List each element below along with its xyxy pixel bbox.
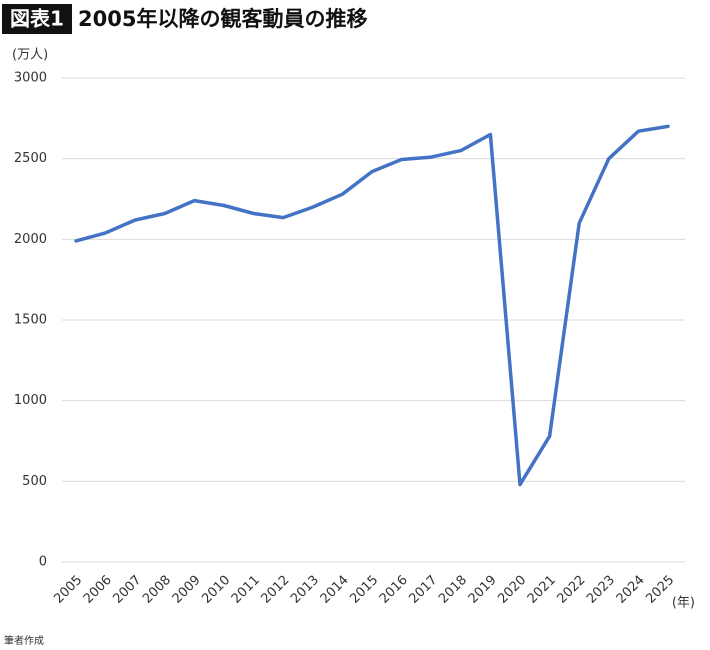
x-tick-label: 2021	[525, 573, 559, 607]
y-tick-label: 3000	[14, 71, 47, 86]
y-tick-label: 500	[22, 474, 47, 489]
line	[74, 124, 670, 487]
x-tick-label: 2011	[229, 573, 263, 607]
x-tick-label: 2018	[436, 573, 470, 607]
y-tick-label: 1500	[14, 313, 47, 328]
badge: 図表1	[10, 7, 64, 31]
y-tick-label: 0	[39, 555, 47, 570]
x-tick-label: 2023	[584, 573, 618, 607]
y-tick-label: 2500	[14, 151, 47, 166]
x-tick-label: 2010	[199, 573, 233, 607]
x-tick-label: 2006	[81, 573, 115, 607]
x-tick-label: 2024	[614, 573, 648, 607]
x-tick-label: 2005	[51, 573, 85, 607]
y-tick-label: 2000	[14, 232, 47, 247]
x-tick-label: 2022	[554, 573, 588, 607]
x-tick-label: 2014	[318, 573, 352, 607]
source: 筆者作成	[4, 634, 44, 647]
x-tick-label: 2013	[288, 573, 322, 607]
x-tick-label: 2019	[466, 573, 500, 607]
x-tick-label: 2016	[377, 573, 411, 607]
x-tick-label: 2008	[140, 573, 174, 607]
x-tick-label: 2009	[170, 573, 204, 607]
chart-title: 2005年以降の観客動員の推移	[78, 7, 367, 31]
y-tick-label: 1000	[14, 393, 47, 408]
x-tick-label: 2012	[258, 573, 292, 607]
x-tick-label: 2015	[347, 573, 381, 607]
x-tick-label: 2020	[495, 573, 529, 607]
badge-box	[2, 4, 72, 34]
y-unit: (万人)	[12, 48, 48, 63]
x-tick-label: 2017	[406, 573, 440, 607]
x-tick-label: 2007	[110, 573, 144, 607]
x-unit: (年)	[672, 596, 695, 611]
